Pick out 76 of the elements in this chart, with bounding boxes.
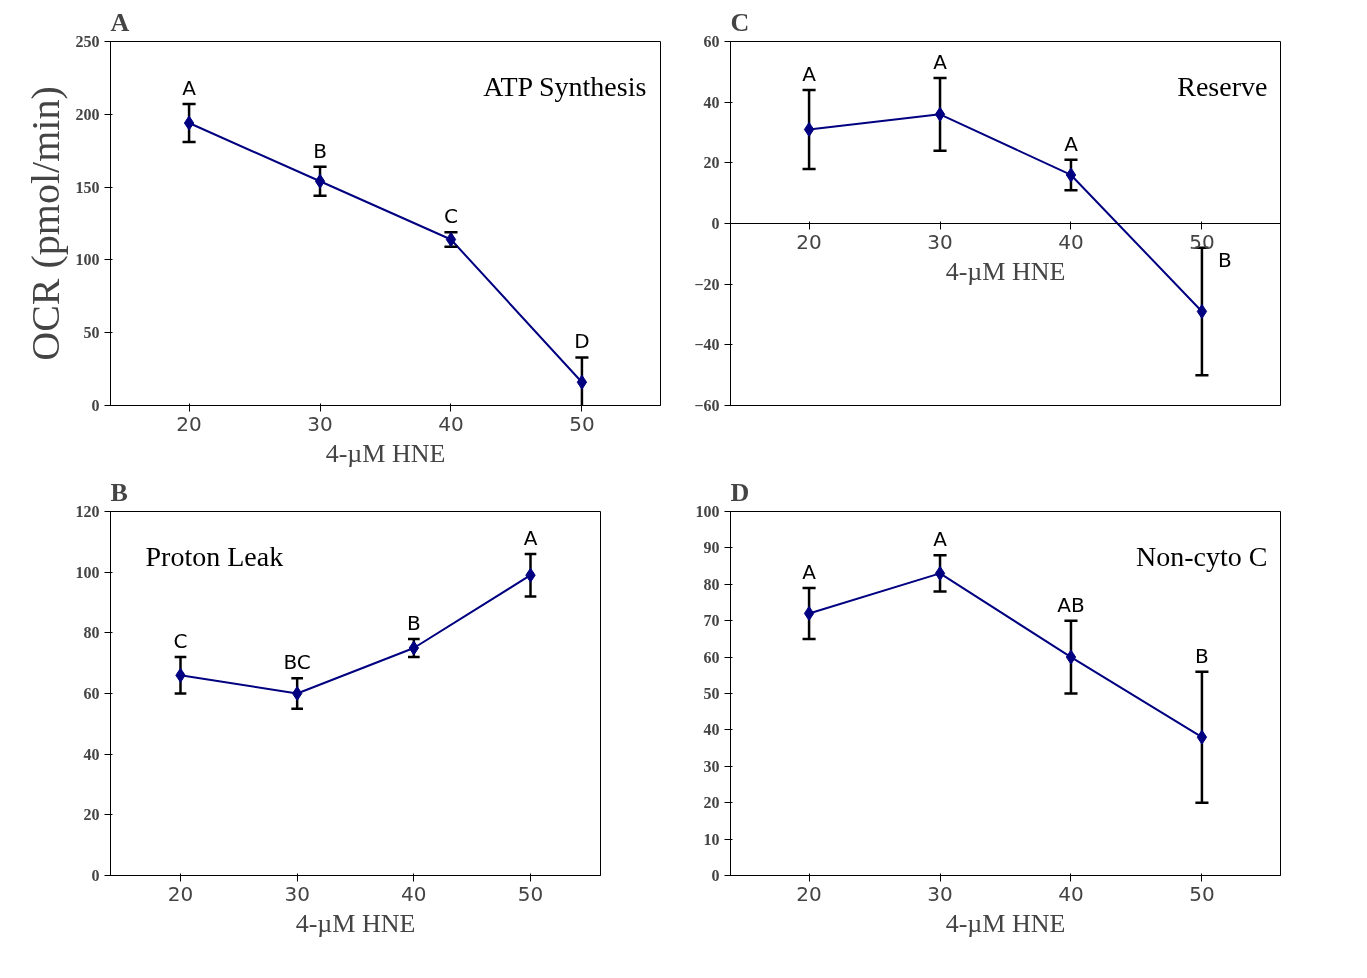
x-axis-title: 4-µM HNE	[325, 438, 446, 468]
y-tick-label: 250	[75, 33, 100, 50]
y-tick-label: 10	[703, 830, 720, 848]
y-tick-label: −40	[694, 336, 720, 354]
x-axis-title: 4-µM HNE	[295, 908, 416, 938]
x-tick-label: 50	[1189, 229, 1215, 254]
y-axis-title: OCR (pmol/min)	[22, 86, 68, 361]
x-tick-label: 30	[927, 229, 953, 254]
y-tick-label: 150	[75, 178, 100, 196]
x-tick-label: 20	[796, 229, 822, 254]
annotation: Reserve	[1177, 70, 1268, 102]
x-tick-label: 50	[1189, 881, 1215, 906]
annotation: A	[802, 559, 817, 584]
chart-title: B	[110, 477, 128, 507]
annotation: C	[173, 629, 188, 654]
y-tick-label: 0	[711, 867, 720, 884]
y-tick-label: 0	[711, 215, 720, 232]
x-tick-label: 30	[307, 411, 333, 436]
x-tick-label: 50	[517, 881, 544, 906]
x-tick-label: 20	[176, 411, 202, 436]
y-tick-label: 200	[75, 105, 100, 123]
chart-title: C	[730, 7, 750, 37]
annotation: BC	[283, 650, 311, 675]
x-tick-label: 40	[1058, 881, 1084, 906]
annotation: A	[933, 49, 948, 74]
y-tick-label: 90	[703, 539, 720, 557]
y-tick-label: 100	[695, 503, 720, 520]
x-tick-label: 30	[927, 881, 953, 906]
x-tick-label: 20	[167, 881, 194, 906]
y-tick-label: −20	[694, 275, 720, 293]
annotation: B	[313, 138, 327, 163]
x-tick-label: 40	[401, 881, 427, 906]
y-tick-label: 30	[703, 757, 720, 775]
annotation: D	[574, 329, 590, 354]
annotation: B	[1217, 247, 1232, 272]
y-tick-label: 20	[83, 806, 100, 824]
annotation: A	[523, 525, 538, 550]
y-tick-label: 80	[703, 575, 720, 593]
annotation: A	[182, 76, 197, 101]
y-tick-label: 50	[83, 324, 100, 342]
y-tick-label: 80	[83, 624, 100, 642]
y-tick-label: 20	[703, 154, 720, 172]
x-tick-label: 50	[569, 411, 595, 436]
chart-title: D	[730, 477, 750, 507]
y-tick-label: 100	[75, 563, 100, 581]
annotation: A	[802, 62, 817, 87]
x-tick-label: 20	[796, 881, 822, 906]
x-tick-label: 40	[438, 411, 464, 436]
annotation: B	[1195, 643, 1209, 668]
y-tick-label: −60	[694, 397, 720, 414]
y-tick-label: 60	[83, 685, 100, 702]
y-tick-label: 40	[703, 721, 720, 739]
y-tick-label: 120	[75, 503, 100, 520]
y-tick-label: 60	[703, 33, 720, 50]
y-tick-label: 20	[703, 794, 720, 812]
annotation: ATP Synthesis	[483, 70, 647, 102]
annotation: C	[443, 204, 458, 229]
annotation: Proton Leak	[145, 540, 284, 572]
x-axis-title: 4-µM HNE	[945, 256, 1066, 286]
chart-title: A	[110, 7, 130, 37]
y-tick-label: 50	[703, 685, 720, 702]
x-axis-title: 4-µM HNE	[945, 908, 1066, 938]
y-tick-label: 0	[91, 867, 100, 884]
annotation: A	[1064, 131, 1079, 156]
annotation: Non-cyto C	[1135, 540, 1268, 572]
annotation: AB	[1057, 592, 1085, 617]
y-tick-label: 40	[703, 93, 720, 111]
annotation: B	[406, 610, 421, 635]
y-tick-label: 70	[703, 612, 720, 630]
x-tick-label: 30	[284, 881, 310, 906]
x-tick-label: 40	[1058, 229, 1084, 254]
y-tick-label: 40	[83, 745, 100, 763]
y-tick-label: 100	[75, 251, 100, 269]
y-tick-label: 0	[91, 397, 100, 414]
annotation: A	[933, 527, 948, 552]
y-tick-label: 60	[703, 648, 720, 666]
